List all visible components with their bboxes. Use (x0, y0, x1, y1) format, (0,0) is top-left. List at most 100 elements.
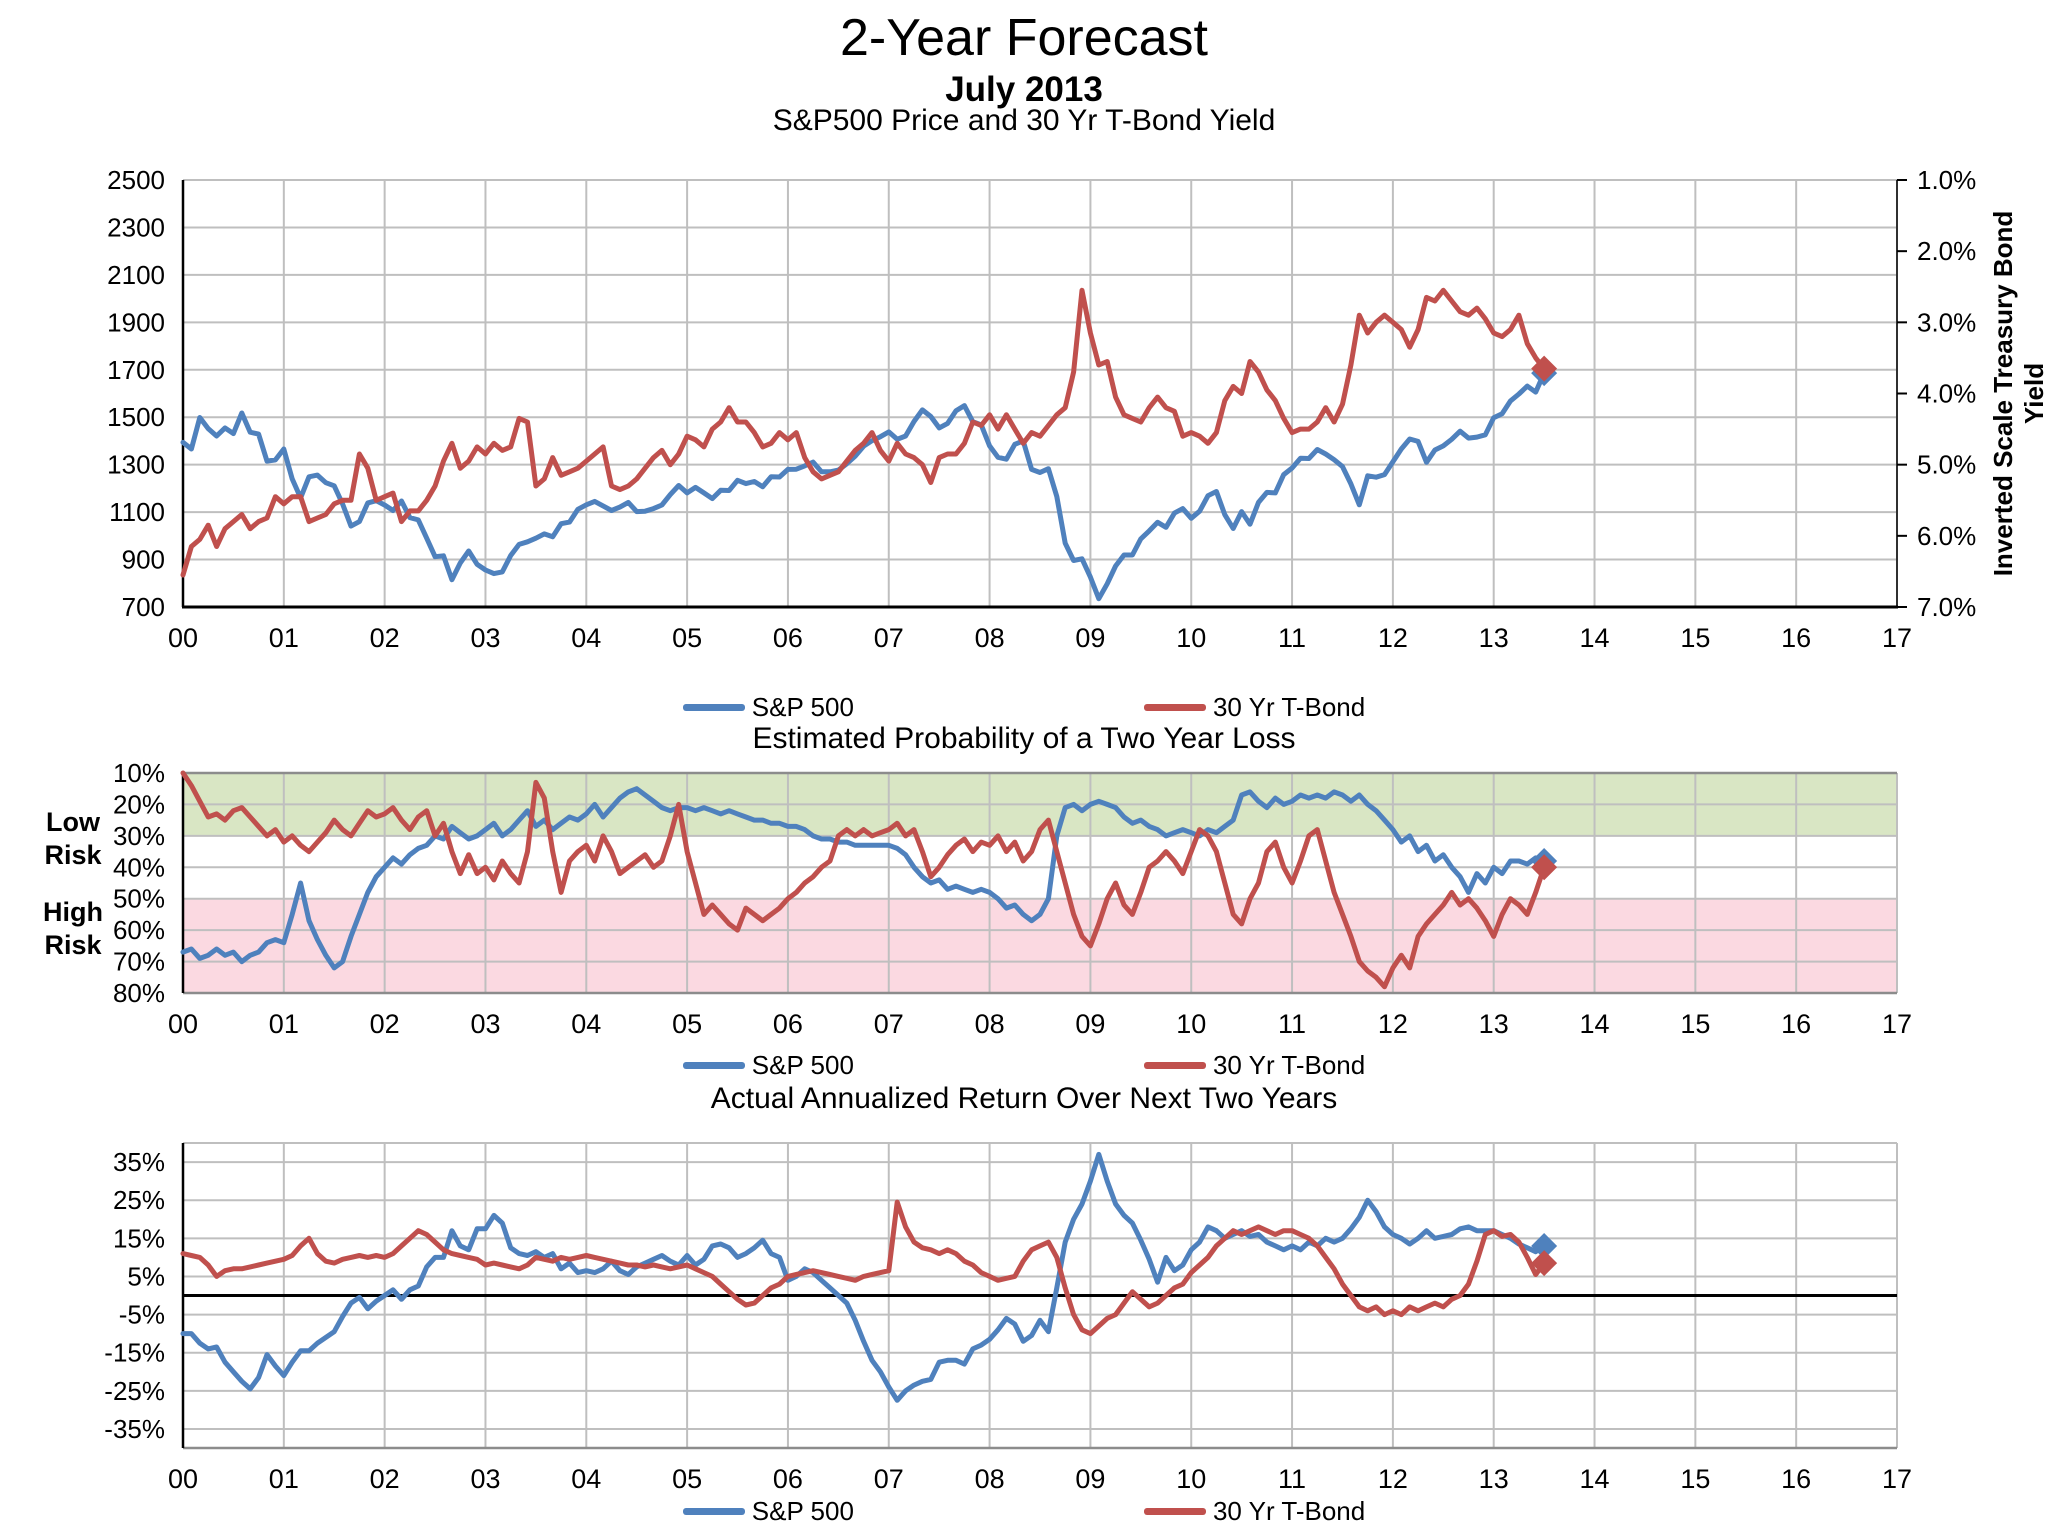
probability-chart-legend: S&P 500 30 Yr T-Bond (0, 1050, 2048, 1081)
page-subtitle: July 2013 (945, 70, 1103, 109)
returns-chart-title: Actual Annualized Return Over Next Two Y… (710, 1082, 1338, 1115)
price-chart: 250023002100190017001500130011009007001.… (107, 165, 1976, 653)
svg-text:08: 08 (975, 1464, 1005, 1494)
tbond-legend-label: 30 Yr T-Bond (1212, 692, 1366, 722)
page-title: 2-Year Forecast (839, 9, 1209, 67)
svg-text:15: 15 (1680, 1009, 1710, 1039)
sp500-line-swatch (682, 704, 745, 711)
svg-text:17: 17 (1882, 1464, 1912, 1494)
legend-item-sp500: S&P 500 (682, 692, 854, 723)
svg-text:05: 05 (672, 1464, 702, 1494)
svg-text:01: 01 (269, 1009, 299, 1039)
svg-text:2500: 2500 (107, 165, 165, 195)
svg-text:02: 02 (370, 1464, 400, 1494)
svg-text:-25%: -25% (104, 1376, 165, 1406)
svg-text:13: 13 (1479, 623, 1509, 653)
svg-text:11: 11 (1278, 1464, 1306, 1494)
svg-text:-5%: -5% (119, 1300, 165, 1330)
secondary-axis-title: Inverted Scale Treasury Bond Yield (1988, 210, 2048, 577)
svg-text:1700: 1700 (107, 355, 165, 385)
returns-chart: 35% 25% 15% 5% -5% -15% -25% -35%00 01 02 03 04 05 06… (104, 1142, 1912, 1494)
svg-text:06: 06 (773, 623, 803, 653)
svg-text:07: 07 (874, 623, 904, 653)
svg-text:17: 17 (1882, 623, 1912, 653)
svg-text:13: 13 (1479, 1464, 1509, 1494)
probability-chart-title: Estimated Probability of a Two Year Loss (752, 722, 1296, 755)
sp500-legend-label: S&P 500 (751, 1050, 854, 1080)
svg-text:14: 14 (1580, 623, 1610, 653)
svg-text:16: 16 (1781, 1464, 1811, 1494)
svg-text:1500: 1500 (107, 402, 165, 432)
svg-text:6.0%: 6.0% (1917, 521, 1976, 551)
sp500-line-swatch (682, 1508, 745, 1515)
svg-text:11: 11 (1278, 1009, 1306, 1039)
svg-text:1900: 1900 (107, 307, 165, 337)
tbond-line-swatch (1143, 1062, 1206, 1069)
svg-text:50%: 50% (113, 884, 165, 914)
sp500-legend-label: S&P 500 (751, 1496, 854, 1526)
svg-text:35%: 35% (113, 1147, 165, 1177)
svg-text:10%: 10% (113, 758, 165, 788)
svg-text:09: 09 (1075, 623, 1105, 653)
legend-item-tbond: 30 Yr T-Bond (1143, 1496, 1366, 1527)
svg-text:17: 17 (1882, 1009, 1912, 1039)
svg-text:09: 09 (1075, 1009, 1105, 1039)
svg-text:13: 13 (1479, 1009, 1509, 1039)
svg-text:25%: 25% (113, 1185, 165, 1215)
svg-text:16: 16 (1781, 623, 1811, 653)
svg-text:80%: 80% (113, 978, 165, 1008)
svg-text:05: 05 (672, 1009, 702, 1039)
svg-text:5%: 5% (127, 1261, 165, 1291)
high-risk-line1: High (43, 897, 103, 927)
svg-text:2.0%: 2.0% (1917, 236, 1976, 266)
svg-text:10: 10 (1176, 623, 1206, 653)
returns-chart-legend: S&P 500 30 Yr T-Bond (0, 1496, 2048, 1527)
svg-text:700: 700 (122, 592, 165, 622)
svg-text:12: 12 (1378, 1009, 1408, 1039)
svg-text:02: 02 (370, 1009, 400, 1039)
svg-text:06: 06 (773, 1464, 803, 1494)
svg-text:2100: 2100 (107, 260, 165, 290)
low-risk-line1: Low (46, 807, 100, 837)
sp500-line-swatch (682, 1062, 745, 1069)
svg-text:40%: 40% (113, 852, 165, 882)
svg-text:05: 05 (672, 623, 702, 653)
legend-item-tbond: 30 Yr T-Bond (1143, 692, 1366, 723)
svg-text:10: 10 (1176, 1009, 1206, 1039)
svg-text:1300: 1300 (107, 450, 165, 480)
high-risk-label: High Risk (18, 896, 128, 962)
svg-text:01: 01 (269, 1464, 299, 1494)
svg-text:00: 00 (168, 1464, 198, 1494)
svg-text:01: 01 (269, 623, 299, 653)
legend-item-sp500: S&P 500 (682, 1050, 854, 1081)
svg-text:15: 15 (1680, 623, 1710, 653)
svg-text:14: 14 (1580, 1464, 1610, 1494)
high-risk-line2: Risk (44, 929, 102, 960)
svg-text:06: 06 (773, 1009, 803, 1039)
svg-text:04: 04 (571, 623, 601, 653)
low-risk-label: Low Risk (18, 806, 128, 872)
svg-text:4.0%: 4.0% (1917, 379, 1976, 409)
svg-text:70%: 70% (113, 947, 165, 977)
tbond-line-swatch (1143, 704, 1206, 711)
svg-text:08: 08 (975, 623, 1005, 653)
svg-text:08: 08 (975, 1009, 1005, 1039)
svg-text:16: 16 (1781, 1009, 1811, 1039)
svg-text:04: 04 (571, 1464, 601, 1494)
svg-text:12: 12 (1378, 1464, 1408, 1494)
svg-text:15%: 15% (113, 1223, 165, 1253)
svg-text:1100: 1100 (109, 497, 165, 527)
price-chart-title: S&P500 Price and 30 Yr T-Bond Yield (772, 104, 1276, 137)
tbond-legend-label: 30 Yr T-Bond (1212, 1496, 1366, 1526)
svg-text:30%: 30% (113, 821, 165, 851)
svg-text:900: 900 (122, 545, 165, 575)
svg-text:11: 11 (1278, 623, 1306, 653)
svg-text:2300: 2300 (107, 212, 165, 242)
price-chart-legend: S&P 500 30 Yr T-Bond (0, 692, 2048, 723)
svg-text:03: 03 (470, 1009, 500, 1039)
legend-item-sp500: S&P 500 (682, 1496, 854, 1527)
svg-text:03: 03 (470, 1464, 500, 1494)
svg-text:00: 00 (168, 1009, 198, 1039)
svg-text:-35%: -35% (104, 1414, 165, 1444)
